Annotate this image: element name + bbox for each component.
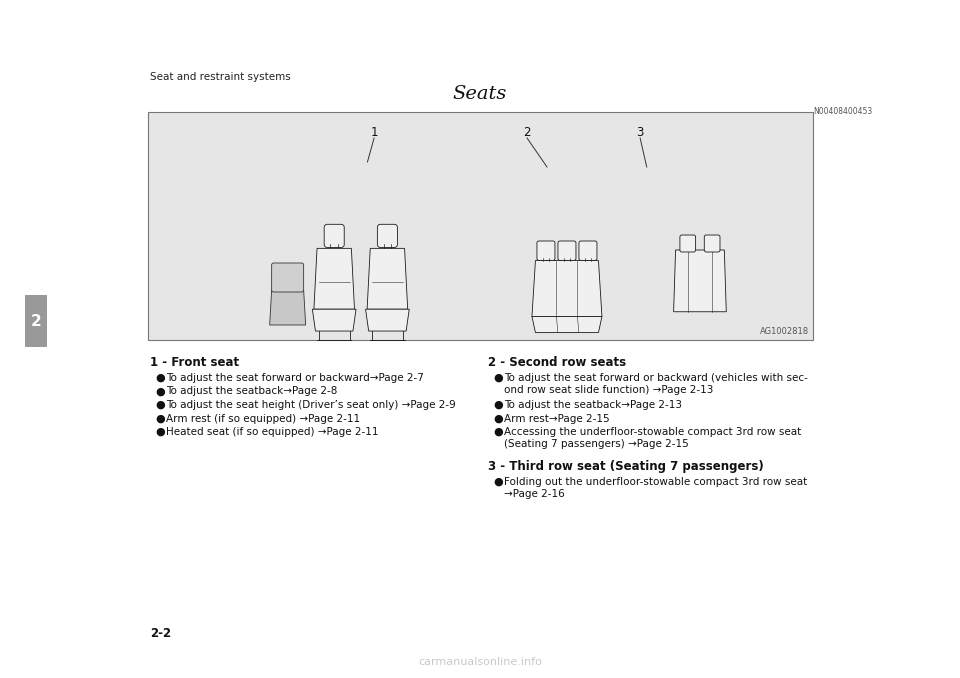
Text: 1: 1 <box>371 125 378 138</box>
Text: Arm rest (if so equipped) →Page 2-11: Arm rest (if so equipped) →Page 2-11 <box>166 414 360 424</box>
FancyBboxPatch shape <box>25 295 47 347</box>
Text: Heated seat (if so equipped) →Page 2-11: Heated seat (if so equipped) →Page 2-11 <box>166 427 378 437</box>
Text: To adjust the seatback→Page 2-13: To adjust the seatback→Page 2-13 <box>504 400 682 410</box>
FancyBboxPatch shape <box>705 235 720 252</box>
Polygon shape <box>532 260 602 317</box>
Text: To adjust the seat forward or backward (vehicles with sec-
ond row seat slide fu: To adjust the seat forward or backward (… <box>504 373 808 395</box>
Text: ●: ● <box>493 414 503 424</box>
Text: Arm rest→Page 2-15: Arm rest→Page 2-15 <box>504 414 610 424</box>
Text: ●: ● <box>155 386 165 397</box>
Polygon shape <box>270 290 305 325</box>
Text: ●: ● <box>493 373 503 383</box>
Text: ●: ● <box>155 373 165 383</box>
Polygon shape <box>532 317 602 333</box>
Polygon shape <box>367 248 408 309</box>
Text: To adjust the seatback→Page 2-8: To adjust the seatback→Page 2-8 <box>166 386 337 397</box>
Text: 2: 2 <box>523 125 531 138</box>
Text: 1 - Front seat: 1 - Front seat <box>150 356 239 369</box>
Text: 3 - Third row seat (Seating 7 passengers): 3 - Third row seat (Seating 7 passengers… <box>488 460 764 473</box>
Text: ●: ● <box>155 427 165 437</box>
FancyBboxPatch shape <box>537 241 555 260</box>
Text: To adjust the seat height (Driver’s seat only) →Page 2-9: To adjust the seat height (Driver’s seat… <box>166 400 456 410</box>
Text: ●: ● <box>493 400 503 410</box>
Text: 2: 2 <box>31 313 41 329</box>
Text: 3: 3 <box>636 125 644 138</box>
Text: Accessing the underfloor-stowable compact 3rd row seat
(Seating 7 passengers) →P: Accessing the underfloor-stowable compac… <box>504 427 802 449</box>
Text: 2-2: 2-2 <box>150 627 171 640</box>
Text: ●: ● <box>493 427 503 437</box>
Text: N00408400453: N00408400453 <box>813 107 873 116</box>
Text: ●: ● <box>493 477 503 487</box>
Polygon shape <box>366 309 409 331</box>
Text: ●: ● <box>155 414 165 424</box>
Text: Seat and restraint systems: Seat and restraint systems <box>150 72 291 82</box>
FancyBboxPatch shape <box>680 235 696 252</box>
Text: carmanualsonline.info: carmanualsonline.info <box>418 657 542 667</box>
Polygon shape <box>312 309 356 331</box>
Text: AG1002818: AG1002818 <box>760 327 809 336</box>
FancyBboxPatch shape <box>579 241 597 260</box>
Text: Seats: Seats <box>453 85 507 103</box>
Polygon shape <box>674 250 727 312</box>
FancyBboxPatch shape <box>558 241 576 260</box>
FancyBboxPatch shape <box>377 224 397 247</box>
FancyBboxPatch shape <box>148 112 813 340</box>
Text: To adjust the seat forward or backward→Page 2-7: To adjust the seat forward or backward→P… <box>166 373 424 383</box>
Text: ●: ● <box>155 400 165 410</box>
Text: Folding out the underfloor-stowable compact 3rd row seat
→Page 2-16: Folding out the underfloor-stowable comp… <box>504 477 807 498</box>
FancyBboxPatch shape <box>324 224 345 247</box>
Text: 2 - Second row seats: 2 - Second row seats <box>488 356 626 369</box>
FancyBboxPatch shape <box>272 263 303 292</box>
Polygon shape <box>314 248 354 309</box>
